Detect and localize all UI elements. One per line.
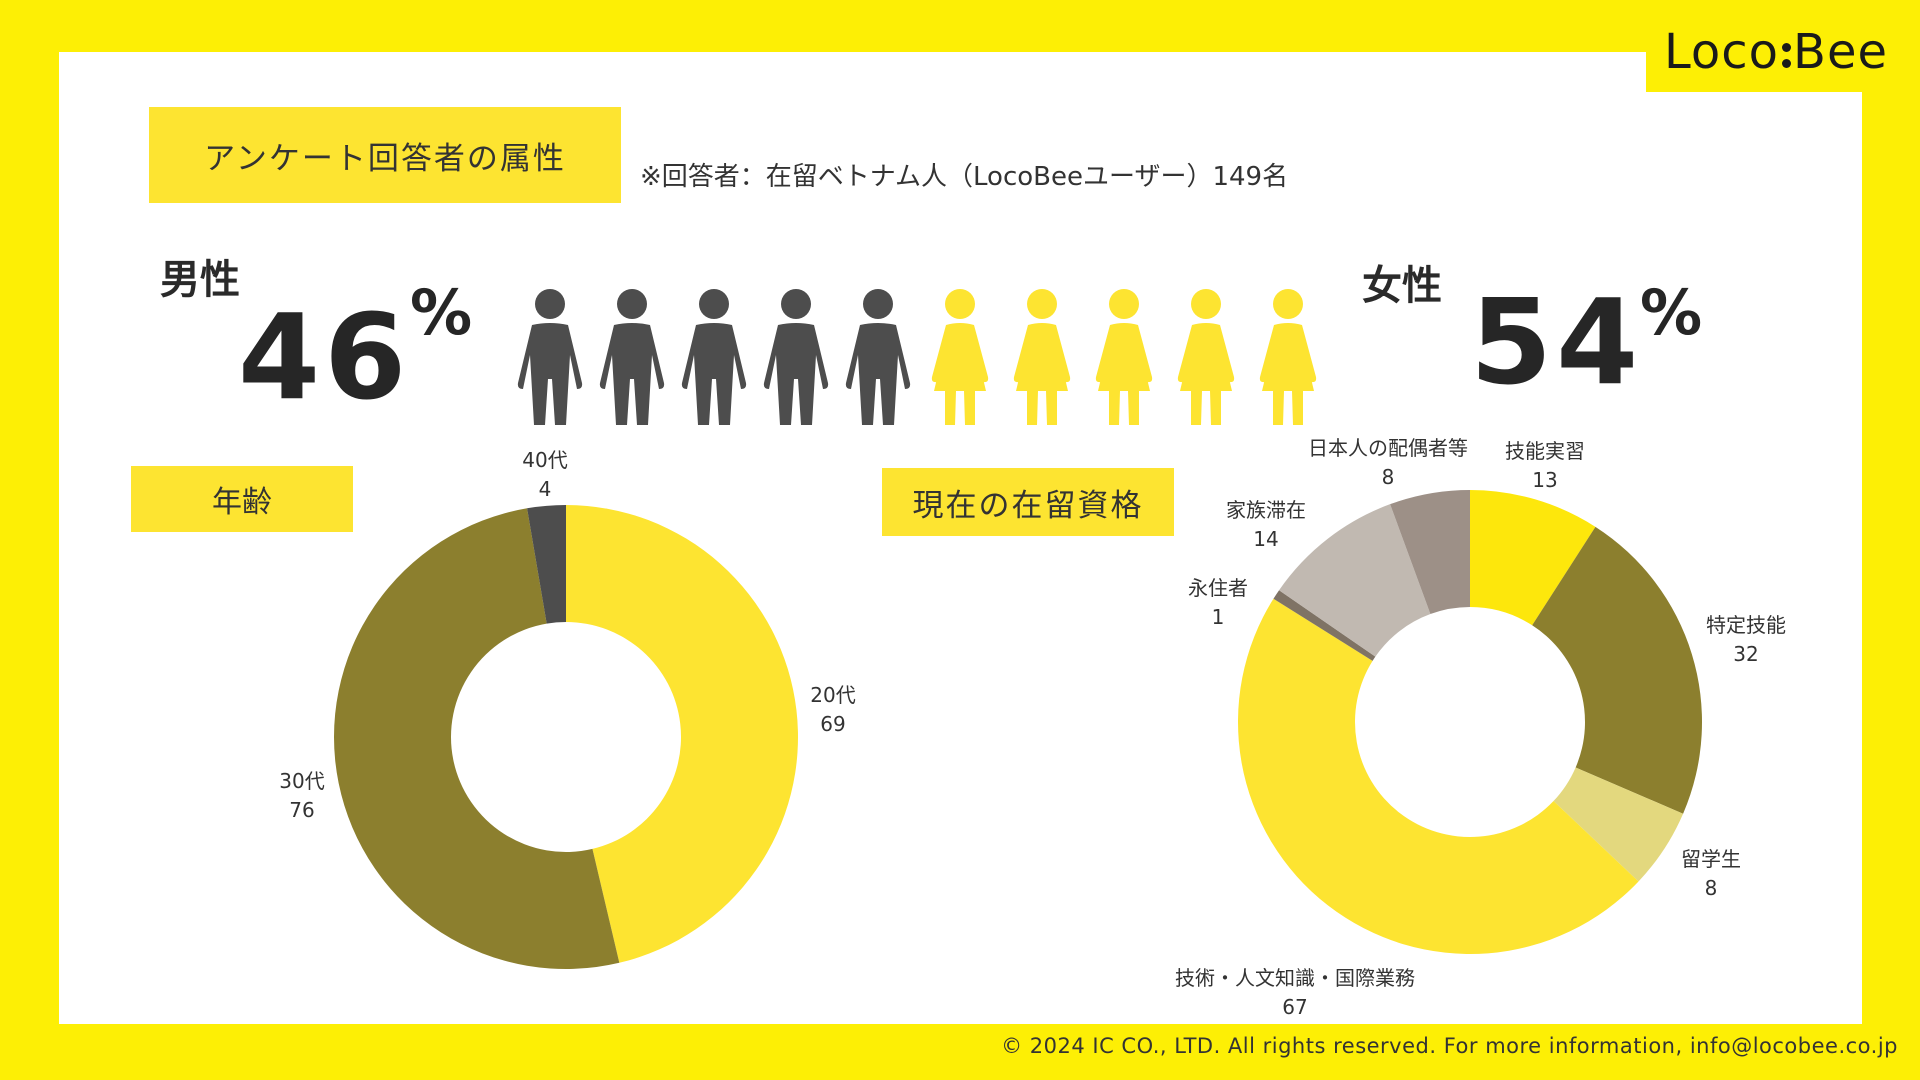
status-title: 現在の在留資格 [912,487,1144,524]
locobee-logo[interactable]: Loco Bee [1664,24,1888,80]
slice-value-label: 8 [1705,876,1718,900]
donut-slice-status-2 [1553,767,1684,882]
female-person-icon [920,287,1000,427]
male-percent-sign: % [410,276,473,349]
donut-slice-age-1 [334,508,620,969]
male-label: 男性 [160,257,240,303]
donut-slice-status-0 [1470,490,1596,626]
slice-category-label: 特定技能 [1706,613,1786,637]
slice-category-label: 20代 [810,683,855,707]
slice-category-label: 30代 [279,769,324,793]
footer-copyright: © 2024 IC CO., LTD. All rights reserved.… [1001,1034,1898,1058]
status-title-tag: 現在の在留資格 [882,468,1174,536]
donut-slice-status-5 [1279,504,1431,657]
slice-value-label: 4 [539,477,552,501]
female-person-icon [1084,287,1164,427]
female-percent-value: 54 [1470,273,1643,411]
male-person-icon [674,287,754,427]
donut-slice-age-0 [566,505,799,963]
slice-category-label: 40代 [522,448,567,472]
male-person-icon [756,287,836,427]
logo-text-right: Bee [1793,24,1889,80]
donut-slice-status-6 [1390,490,1470,615]
slice-value-label: 76 [289,798,314,822]
survey-title: アンケート回答者の属性 [204,140,566,177]
male-person-icon [838,287,918,427]
slice-category-label: 留学生 [1681,847,1741,871]
logo-text-left: Loco [1664,24,1780,80]
donut-slice-status-1 [1532,526,1702,814]
female-person-icon [1002,287,1082,427]
male-percent-value: 46 [238,288,411,426]
survey-title-tag: アンケート回答者の属性 [149,107,621,203]
slice-value-label: 1 [1212,605,1225,629]
male-person-icon [510,287,590,427]
age-title-tag: 年齢 [131,466,353,532]
slice-value-label: 14 [1253,527,1278,551]
logo-colon-icon [1779,35,1793,75]
female-person-icon [1166,287,1246,427]
female-label: 女性 [1362,263,1442,309]
donut-slice-age-2 [527,505,566,624]
donut-slice-status-4 [1273,590,1376,661]
slice-value-label: 32 [1733,642,1758,666]
gender-figures [510,287,1330,427]
slice-category-label: 日本人の配偶者等 [1308,436,1468,460]
slice-value-label: 67 [1282,995,1307,1019]
slice-value-label: 69 [820,712,845,736]
age-title: 年齢 [212,485,272,520]
female-person-icon [1248,287,1328,427]
female-percent-sign: % [1640,276,1703,349]
slice-category-label: 永住者 [1188,576,1248,600]
donut-slice-status-3 [1238,598,1639,954]
slice-category-label: 家族滞在 [1226,498,1306,522]
respondent-note: ※回答者：在留ベトナム人（LocoBeeユーザー）149名 [640,162,1289,192]
slice-value-label: 13 [1532,468,1557,492]
slice-category-label: 技能実習 [1505,439,1585,463]
male-person-icon [592,287,672,427]
slice-category-label: 技術・人文知識・国際業務 [1175,966,1415,990]
slice-value-label: 8 [1382,465,1395,489]
